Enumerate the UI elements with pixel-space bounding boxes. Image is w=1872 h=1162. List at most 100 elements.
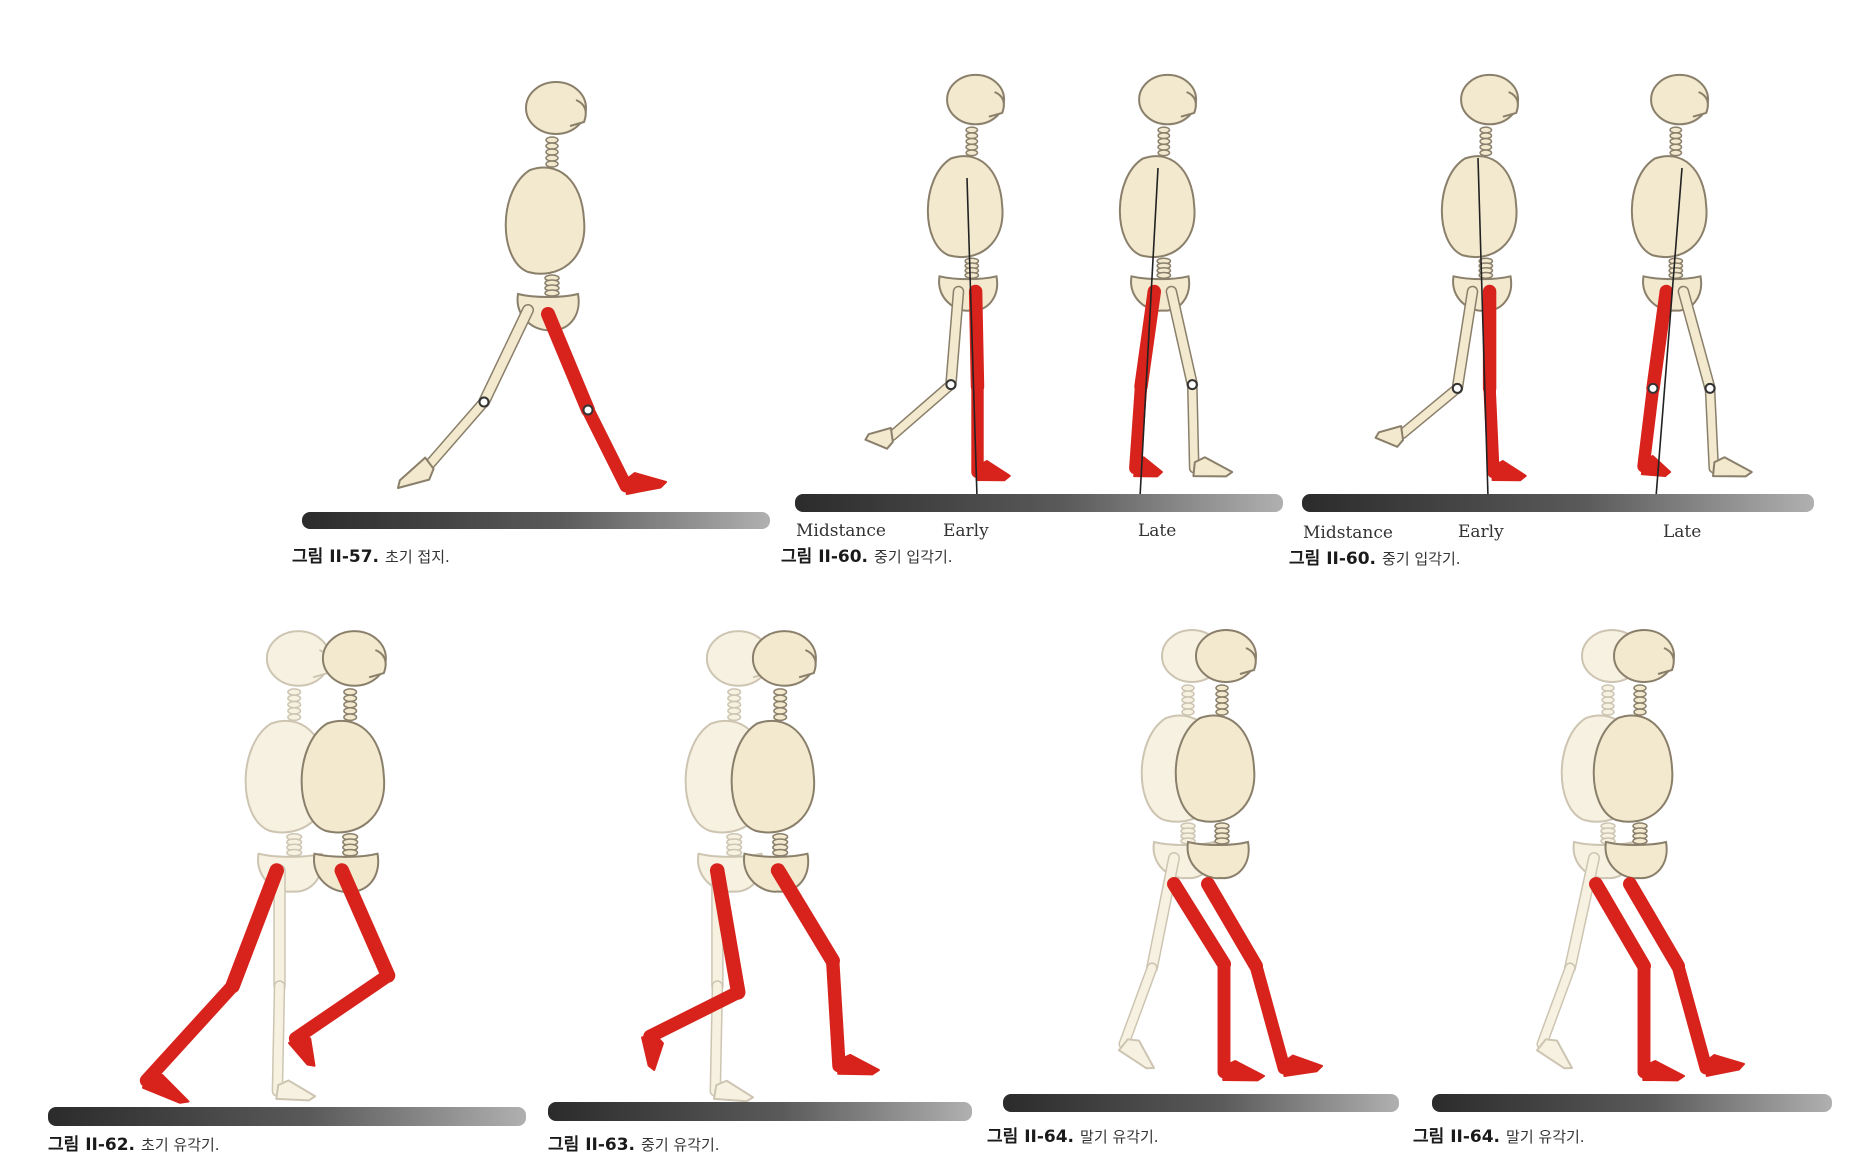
cervical-vertebra <box>965 149 979 157</box>
highlighted-shank <box>1251 961 1289 1073</box>
cervical-vertebra <box>545 160 559 168</box>
cervical-vertebra <box>545 148 559 156</box>
rib-cage <box>1630 155 1708 258</box>
highlighted-shank <box>141 980 238 1086</box>
cervical-vertebra <box>965 137 979 145</box>
caption-fig-57: 그림 II-57. 초기 접지. <box>292 547 450 567</box>
knee-joint-marker <box>1647 382 1659 394</box>
highlighted-thigh <box>226 864 283 992</box>
cervical-vertebra <box>1215 702 1229 710</box>
skull <box>1195 629 1257 683</box>
pelvis <box>1186 840 1250 880</box>
cervical-vertebra <box>1633 690 1647 698</box>
cervical-vertebra <box>1157 137 1171 145</box>
lumbar-vertebra <box>342 848 359 857</box>
jaw <box>1180 91 1197 118</box>
cervical-vertebra <box>1633 702 1647 710</box>
cervical-vertebra <box>1157 143 1171 151</box>
cervical-vertebra <box>727 707 742 715</box>
cervical-vertebra <box>1601 702 1615 710</box>
foot-bone <box>1712 456 1753 478</box>
rib-cage <box>1592 714 1674 823</box>
skeleton <box>139 630 396 1104</box>
lumbar-vertebra <box>964 271 980 279</box>
cervical-vertebra <box>343 700 358 709</box>
skeleton <box>1374 73 1527 498</box>
pelvis <box>1604 840 1668 880</box>
highlighted-foot <box>1282 1054 1323 1077</box>
highlighted-shank <box>290 970 394 1044</box>
highlighted-thigh <box>970 286 983 392</box>
highlighted-foot <box>1642 1060 1685 1082</box>
highlighted-foot <box>288 1034 316 1067</box>
rib-cage <box>300 719 386 834</box>
cervical-vertebra <box>1633 684 1647 692</box>
caption-fig-60-b: 그림 II-60. 중기 입각기. <box>1289 549 1461 569</box>
skeleton <box>1630 73 1753 498</box>
caption-fig-63: 그림 II-63. 중기 유각기. <box>548 1135 720 1155</box>
knee-joint-marker <box>1451 382 1463 394</box>
cervical-vertebra <box>287 688 302 696</box>
cervical-vertebra <box>773 700 788 709</box>
lumbar-vertebra <box>1668 271 1684 279</box>
cervical-vertebra <box>1157 149 1171 157</box>
highlighted-thigh <box>1624 878 1684 972</box>
highlighted-thigh <box>772 864 839 967</box>
cervical-vertebra <box>1181 684 1195 692</box>
rib-cage <box>730 719 816 834</box>
plumb-line <box>966 177 978 498</box>
ground-bar <box>48 1107 526 1126</box>
cervical-vertebra <box>343 694 358 703</box>
caption-fig-62: 그림 II-62. 초기 유각기. <box>48 1135 220 1155</box>
skull <box>1460 73 1520 126</box>
phase-label-early: Early <box>1458 522 1504 542</box>
thigh-bone <box>1167 287 1197 389</box>
phase-label-midstance: Midstance <box>1303 523 1393 543</box>
highlighted-foot <box>624 472 667 495</box>
skull <box>751 630 817 687</box>
cervical-vertebra <box>1479 137 1493 145</box>
cervical-vertebra <box>1181 702 1195 710</box>
highlighted-thigh <box>1135 286 1160 392</box>
cervical-vertebra <box>1669 137 1683 145</box>
foot-bone <box>1374 425 1405 448</box>
highlighted-shank <box>644 987 744 1042</box>
cervical-vertebra <box>1633 708 1647 716</box>
jaw <box>1502 91 1519 118</box>
foot-bone <box>1192 456 1234 478</box>
cervical-vertebra <box>1479 126 1493 134</box>
skull <box>1650 73 1710 126</box>
jaw <box>569 99 587 127</box>
skeleton-figures <box>139 73 1753 1104</box>
cervical-vertebra <box>287 707 302 715</box>
lumbar-vertebra <box>544 289 560 297</box>
plumb-line <box>1655 167 1683 498</box>
phase-label-late: Late <box>1138 521 1176 541</box>
cervical-vertebra <box>727 694 742 703</box>
skeleton <box>1589 629 1745 1082</box>
cervical-vertebra <box>545 136 559 144</box>
shank-bone <box>273 981 284 1096</box>
lumbar-vertebra <box>772 848 789 857</box>
ground-bar <box>795 494 1283 512</box>
phase-label-late: Late <box>1663 522 1701 542</box>
cervical-vertebra <box>1669 126 1683 134</box>
ground-bar <box>548 1102 972 1121</box>
foot-bone <box>1536 1038 1573 1070</box>
ground-bars <box>48 494 1832 1126</box>
highlighted-thigh <box>1202 878 1262 972</box>
cervical-vertebra <box>1215 690 1229 698</box>
highlighted-thigh <box>1647 286 1672 394</box>
knee-joint-marker <box>478 396 490 408</box>
cervical-vertebra <box>343 688 358 696</box>
ground-bar <box>302 512 770 529</box>
thigh-bone <box>1453 287 1477 393</box>
skull <box>525 81 587 135</box>
cervical-vertebra <box>343 713 358 722</box>
skeleton <box>1167 629 1323 1082</box>
cervical-vertebra <box>1157 132 1171 140</box>
cervical-vertebra <box>1601 696 1615 704</box>
cervical-vertebra <box>1601 690 1615 698</box>
highlighted-foot <box>1222 1060 1265 1082</box>
